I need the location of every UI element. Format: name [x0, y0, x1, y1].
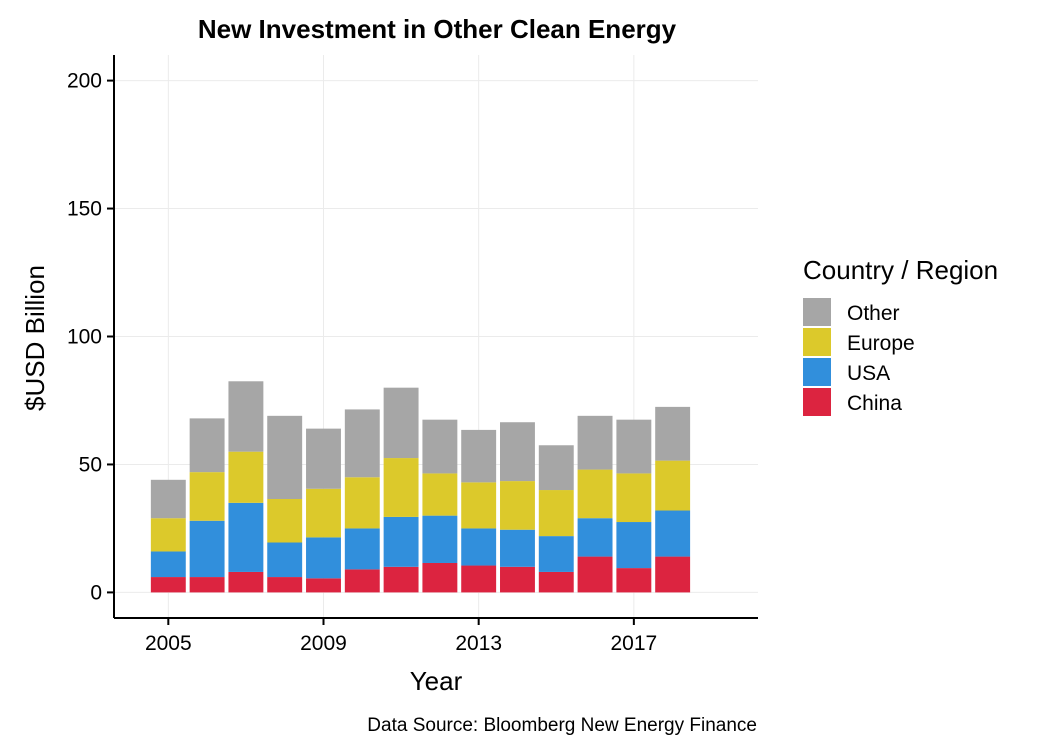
bar-segment-other-2018	[655, 406, 691, 461]
bar-segment-usa-2012	[422, 515, 458, 563]
bar-segment-usa-2009	[306, 537, 341, 579]
y-axis-ticks: 0 50 100 150 200	[67, 70, 114, 604]
bar-segment-other-2017	[616, 419, 652, 474]
y-tick-label: 200	[67, 70, 102, 93]
x-tick-label: 2013	[455, 632, 502, 655]
bar-segment-usa-2005	[150, 551, 186, 578]
bar-segment-other-2012	[422, 419, 458, 474]
legend-label-europe: Europe	[847, 332, 915, 355]
bar-segment-usa-2015	[538, 536, 574, 572]
y-axis-title: $USD Billion	[20, 265, 50, 411]
x-tick-label: 2017	[610, 632, 657, 655]
chart-title: New Investment in Other Clean Energy	[198, 14, 677, 44]
bar-segment-other-2005	[150, 479, 186, 519]
bar-segment-china-2008	[267, 577, 303, 593]
bar-segment-usa-2007	[228, 502, 264, 572]
bar-segment-usa-2008	[267, 542, 303, 578]
legend-title: Country / Region	[803, 255, 998, 285]
bar-segment-europe-2013	[461, 482, 497, 529]
bar-segment-usa-2011	[383, 516, 419, 567]
bar-segment-europe-2009	[306, 488, 341, 538]
bar-segment-usa-2010	[344, 528, 380, 570]
bar-segment-europe-2007	[228, 451, 264, 503]
x-axis-ticks: 2005 2009 2013 2017	[145, 618, 657, 655]
bar-segment-europe-2018	[655, 460, 691, 511]
bar-segment-other-2007	[228, 381, 264, 452]
bar-segment-other-2016	[577, 415, 613, 470]
x-tick-label: 2009	[300, 632, 347, 655]
bar-segment-other-2015	[538, 445, 574, 491]
legend-label-other: Other	[847, 302, 900, 325]
legend-label-usa: USA	[847, 362, 890, 385]
y-tick-label: 150	[67, 198, 102, 221]
bar-segment-china-2018	[655, 556, 691, 593]
bar-segment-china-2007	[228, 571, 264, 593]
legend-swatch-china	[803, 388, 831, 416]
legend-swatch-europe	[803, 328, 831, 356]
data-source-caption: Data Source: Bloomberg New Energy Financ…	[367, 715, 757, 736]
x-axis-title: Year	[410, 666, 463, 696]
bar-segment-usa-2006	[189, 520, 225, 578]
bar-segment-europe-2017	[616, 473, 652, 523]
bar-segment-europe-2014	[500, 481, 535, 530]
bars	[150, 381, 691, 593]
bar-segment-europe-2016	[577, 469, 613, 519]
bar-segment-usa-2014	[500, 529, 535, 567]
y-tick-label: 0	[90, 581, 102, 604]
legend: Other Europe USA China	[803, 298, 915, 416]
bar-segment-other-2008	[267, 415, 303, 500]
bar-segment-europe-2012	[422, 473, 458, 516]
bar-segment-europe-2015	[538, 490, 574, 537]
bar-segment-usa-2016	[577, 518, 613, 557]
y-tick-label: 50	[79, 453, 102, 476]
bar-segment-europe-2006	[189, 472, 225, 521]
bar-segment-china-2010	[344, 569, 380, 593]
bar-segment-china-2015	[538, 571, 574, 593]
bar-segment-other-2009	[306, 428, 341, 489]
bar-segment-other-2014	[500, 422, 535, 482]
bar-segment-europe-2005	[150, 518, 186, 552]
bar-segment-china-2013	[461, 565, 497, 593]
bar-segment-europe-2010	[344, 477, 380, 529]
bar-segment-china-2006	[189, 577, 225, 593]
legend-swatch-other	[803, 298, 831, 326]
legend-swatch-usa	[803, 358, 831, 386]
bar-segment-europe-2008	[267, 499, 303, 543]
bar-segment-other-2006	[189, 418, 225, 473]
bar-segment-europe-2011	[383, 458, 419, 517]
bar-segment-other-2010	[344, 409, 380, 478]
x-tick-label: 2005	[145, 632, 192, 655]
bar-segment-china-2017	[616, 568, 652, 593]
bar-segment-other-2013	[461, 429, 497, 483]
bar-segment-usa-2018	[655, 510, 691, 557]
bar-segment-china-2009	[306, 578, 341, 593]
bar-segment-china-2012	[422, 562, 458, 593]
y-tick-label: 100	[67, 326, 102, 349]
legend-label-china: China	[847, 392, 902, 415]
bar-segment-china-2016	[577, 556, 613, 593]
bar-segment-china-2005	[150, 577, 186, 593]
bar-segment-china-2011	[383, 566, 419, 593]
bar-segment-usa-2013	[461, 528, 497, 566]
bar-segment-other-2011	[383, 387, 419, 459]
bar-segment-china-2014	[500, 566, 535, 593]
bar-segment-usa-2017	[616, 522, 652, 569]
